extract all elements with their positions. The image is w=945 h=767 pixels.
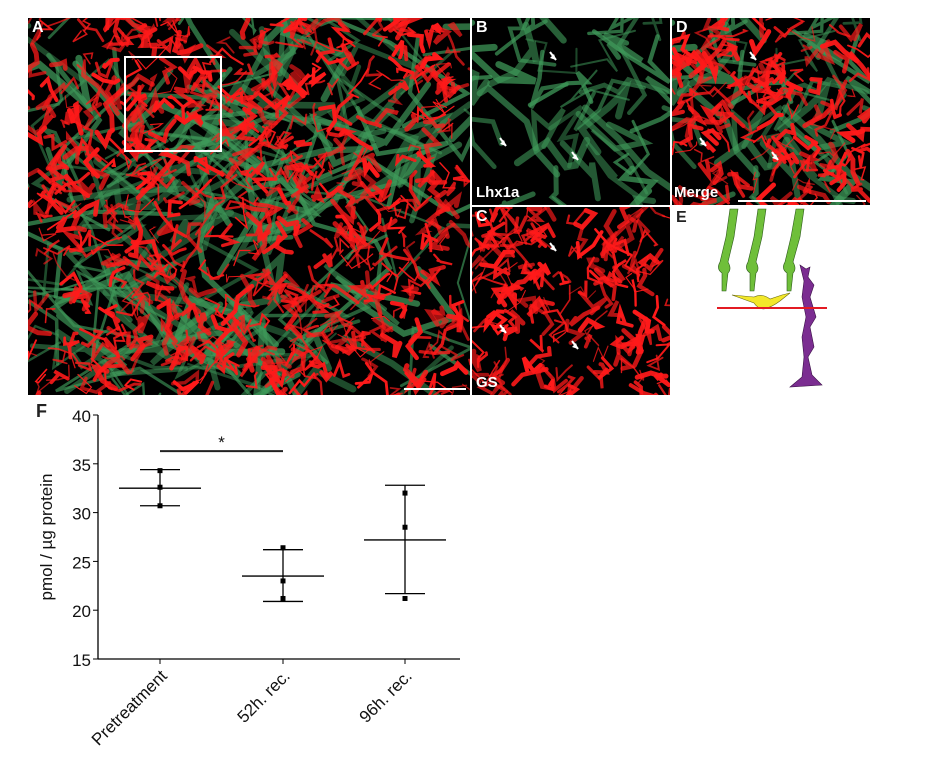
y-tick-label: 40: [72, 407, 91, 426]
panel-e-schematic: E: [672, 207, 870, 397]
x-tick-label: 96h. rec.: [356, 666, 416, 726]
panel-label-a: A: [32, 19, 44, 36]
muller-glia: [789, 264, 823, 388]
y-tick-label: 15: [72, 651, 91, 670]
data-point: [402, 490, 408, 496]
merge-inset-micrograph: [672, 18, 870, 205]
panel-label-d: D: [676, 19, 688, 36]
y-axis-label: pmol / µg protein: [37, 474, 56, 601]
data-point: [280, 578, 286, 584]
gs-micrograph: [472, 207, 670, 395]
y-tick-label: 20: [72, 602, 91, 621]
data-point: [157, 503, 163, 509]
data-point: [280, 545, 286, 551]
data-point: [280, 595, 286, 601]
x-tick-label: 52h. rec.: [234, 666, 294, 726]
panel-label-c: C: [476, 208, 488, 225]
panel-c-micrograph: C GS: [472, 207, 670, 395]
cone-photoreceptors: [718, 208, 805, 292]
panel-b-micrograph: B Lhx1a: [472, 18, 670, 205]
significance-label: *: [218, 433, 225, 452]
scale-bar: [404, 388, 466, 390]
y-tick-label: 30: [72, 505, 91, 524]
data-point: [157, 484, 163, 490]
merge-micrograph: [28, 18, 470, 395]
channel-label-gs: GS: [476, 374, 498, 391]
inset-box: [124, 56, 222, 152]
panel-d-micrograph: D Merge: [672, 18, 870, 205]
data-point: [402, 595, 408, 601]
panel-label-b: B: [476, 19, 488, 36]
lhx1a-micrograph: [472, 18, 670, 205]
channel-label-merge: Merge: [674, 184, 719, 201]
y-tick-label: 25: [72, 553, 91, 572]
panel-a-micrograph: A: [28, 18, 470, 395]
panel-label-e: E: [676, 209, 687, 226]
horizontal-cell: [731, 292, 791, 310]
x-tick-label: Pretreatment: [88, 666, 171, 749]
glutamine-chart: 15 20 25 30 35 40 pmol / µg protein Pretreatmen…: [37, 407, 460, 749]
channel-label-lhx1a: Lhx1a: [476, 184, 520, 201]
scale-bar: [738, 200, 866, 202]
y-tick-label: 35: [72, 456, 91, 475]
panel-label-f: F: [36, 401, 47, 421]
data-point: [157, 468, 163, 474]
data-point: [402, 524, 408, 530]
